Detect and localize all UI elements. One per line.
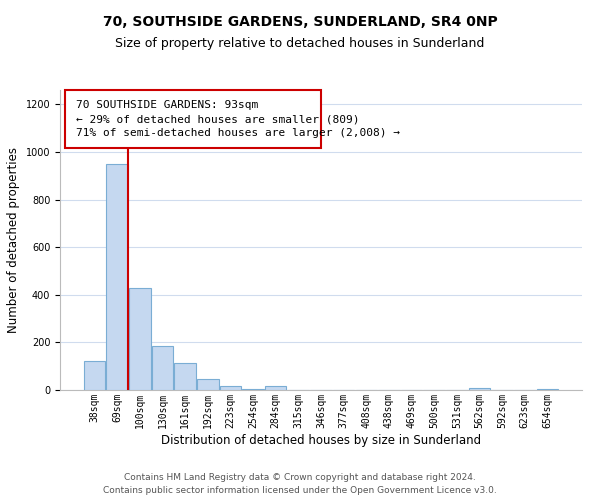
- Bar: [469, 388, 490, 390]
- Bar: [220, 386, 241, 390]
- Y-axis label: Number of detached properties: Number of detached properties: [7, 147, 20, 333]
- Bar: [84, 362, 105, 390]
- Text: Size of property relative to detached houses in Sunderland: Size of property relative to detached ho…: [115, 38, 485, 51]
- X-axis label: Distribution of detached houses by size in Sunderland: Distribution of detached houses by size …: [161, 434, 481, 446]
- Bar: [265, 386, 286, 390]
- Bar: [175, 362, 196, 390]
- Bar: [129, 288, 151, 390]
- Bar: [197, 379, 218, 390]
- Text: Contains HM Land Registry data © Crown copyright and database right 2024.
Contai: Contains HM Land Registry data © Crown c…: [103, 474, 497, 495]
- Bar: [152, 346, 173, 390]
- Text: 70, SOUTHSIDE GARDENS, SUNDERLAND, SR4 0NP: 70, SOUTHSIDE GARDENS, SUNDERLAND, SR4 0…: [103, 15, 497, 29]
- Bar: [106, 164, 128, 390]
- Text: 70 SOUTHSIDE GARDENS: 93sqm
← 29% of detached houses are smaller (809)
71% of se: 70 SOUTHSIDE GARDENS: 93sqm ← 29% of det…: [76, 100, 400, 138]
- FancyBboxPatch shape: [65, 90, 321, 148]
